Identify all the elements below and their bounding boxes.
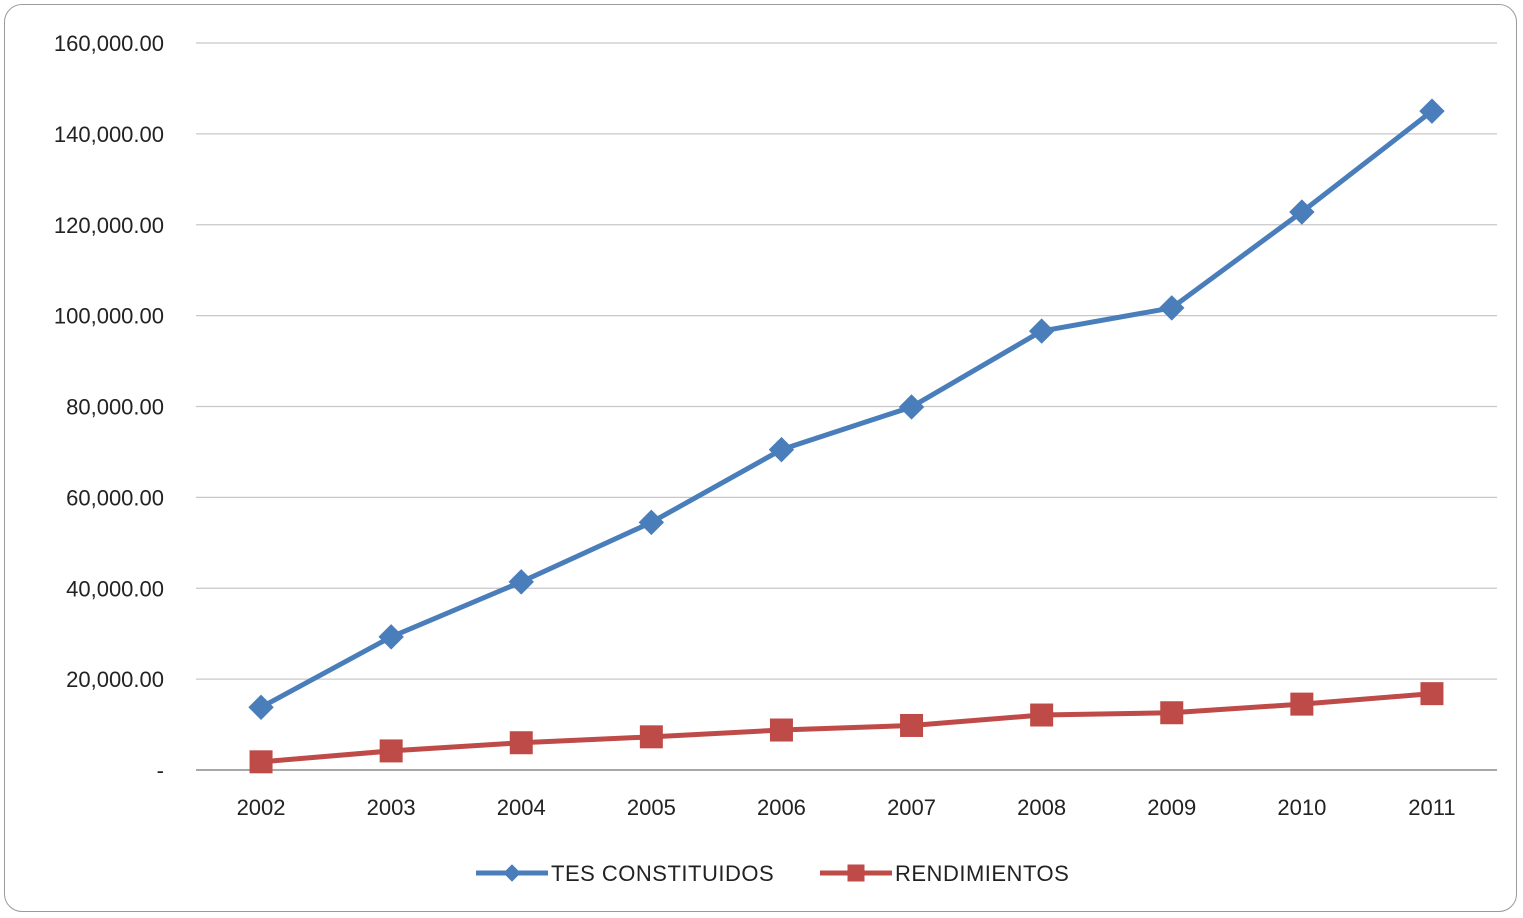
x-tick-label: 2002 <box>237 795 286 820</box>
data-point-rendimientos <box>1290 692 1314 716</box>
data-point-tes-constituidos <box>1159 295 1185 321</box>
legend-label-tes-constituidos: TES CONSTITUIDOS <box>551 861 774 886</box>
y-tick-label: 40,000.00 <box>66 576 164 601</box>
legend-marker-tes-constituidos <box>503 864 521 882</box>
data-point-rendimientos <box>769 718 793 742</box>
legend: TES CONSTITUIDOS RENDIMIENTOS <box>476 861 1069 886</box>
x-tick-label: 2005 <box>627 795 676 820</box>
x-axis-tick-labels: 2002 2003 2004 2005 2006 2007 2008 2009 2010 2011 <box>237 795 1456 820</box>
y-tick-label: 160,000.00 <box>54 31 164 56</box>
data-point-rendimientos <box>1420 682 1444 706</box>
data-point-tes-constituidos <box>638 509 665 536</box>
data-point-rendimientos <box>249 750 273 774</box>
y-tick-label: - <box>157 758 164 783</box>
series-lines <box>258 108 1435 765</box>
x-tick-label: 2010 <box>1277 795 1326 820</box>
y-axis-tick-labels: - 20,000.00 40,000.00 60,000.00 80,000.00 100… <box>54 31 164 783</box>
series-line-tes-constituidos <box>258 108 1435 710</box>
data-point-tes-constituidos <box>1289 199 1315 225</box>
series-markers <box>248 98 1445 774</box>
legend-marker-rendimientos <box>847 864 865 882</box>
data-point-rendimientos <box>639 725 663 749</box>
data-point-tes-constituidos <box>248 694 274 721</box>
x-tick-label: 2009 <box>1147 795 1196 820</box>
series-line-rendimientos <box>258 691 1435 765</box>
data-point-tes-constituidos <box>508 569 534 595</box>
x-tick-label: 2008 <box>1017 795 1066 820</box>
data-point-tes-constituidos <box>768 436 795 463</box>
y-tick-label: 120,000.00 <box>54 213 164 238</box>
y-tick-label: 100,000.00 <box>54 304 164 329</box>
data-point-rendimientos <box>1160 701 1184 725</box>
y-tick-label: 20,000.00 <box>66 667 164 692</box>
y-tick-label: 60,000.00 <box>66 485 164 510</box>
data-point-rendimientos <box>509 731 533 755</box>
y-tick-label: 80,000.00 <box>66 395 164 420</box>
data-point-tes-constituidos <box>1419 98 1445 124</box>
data-point-tes-constituidos <box>898 394 925 420</box>
data-point-tes-constituidos <box>378 624 404 650</box>
x-tick-label: 2011 <box>1408 795 1455 820</box>
data-point-rendimientos <box>379 739 403 763</box>
data-point-tes-constituidos <box>1028 318 1055 344</box>
x-tick-label: 2004 <box>497 795 546 820</box>
x-tick-label: 2006 <box>757 795 806 820</box>
x-tick-label: 2003 <box>367 795 416 820</box>
gridlines <box>196 42 1497 771</box>
data-point-rendimientos <box>1030 703 1054 727</box>
y-tick-label: 140,000.00 <box>54 122 164 147</box>
data-point-rendimientos <box>900 713 924 737</box>
x-tick-label: 2007 <box>887 795 936 820</box>
legend-label-rendimientos: RENDIMIENTOS <box>895 861 1069 886</box>
